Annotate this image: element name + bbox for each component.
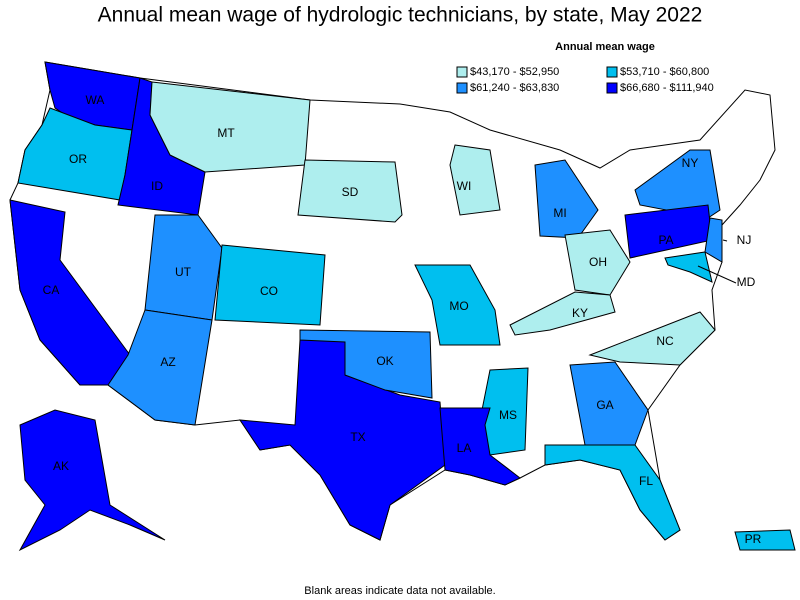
state-label: LA xyxy=(457,441,472,455)
legend-label: $66,680 - $111,940 xyxy=(620,82,714,94)
state-shape xyxy=(634,149,721,219)
state-shape xyxy=(214,244,326,326)
state-shape xyxy=(509,291,616,336)
state-label: MD xyxy=(737,275,756,289)
state-shape xyxy=(564,229,631,296)
legend-label: $43,170 - $52,950 xyxy=(470,66,559,78)
state-shape xyxy=(734,529,796,551)
state-shape xyxy=(534,159,599,239)
state-shape xyxy=(544,444,681,541)
legend-label: $61,240 - $63,830 xyxy=(470,82,559,94)
state-label: CO xyxy=(260,284,278,298)
state-label: WA xyxy=(86,93,105,107)
state-label: UT xyxy=(175,265,192,279)
leader-line xyxy=(697,265,737,284)
legend-swatch xyxy=(606,66,618,78)
state-shape xyxy=(149,81,311,173)
legend-title: Annual mean wage xyxy=(555,41,655,53)
state-label: FL xyxy=(639,474,653,488)
legend-swatch xyxy=(606,82,618,94)
state-shape xyxy=(299,329,433,399)
legend-label: $53,710 - $60,800 xyxy=(620,66,709,78)
state-label: PA xyxy=(658,233,673,247)
state-shape xyxy=(569,361,649,446)
state-shape xyxy=(144,214,223,321)
state-shape xyxy=(439,407,521,486)
legend-swatch xyxy=(456,82,468,94)
footnote: Blank areas indicate data not available. xyxy=(304,585,495,597)
state-label: NJ xyxy=(737,233,752,247)
state-label: MO xyxy=(449,299,468,313)
state-label: OR xyxy=(69,152,87,166)
state-label: CA xyxy=(43,283,60,297)
state-label: GA xyxy=(596,398,613,412)
state-label: ID xyxy=(151,179,163,193)
state-shape xyxy=(18,409,166,552)
state-shape xyxy=(107,309,213,426)
state-label: PR xyxy=(745,532,762,546)
state-label: WI xyxy=(457,179,472,193)
state-label: NY xyxy=(682,156,699,170)
state-shape xyxy=(297,159,403,223)
state-label: AZ xyxy=(160,355,175,369)
state-shape xyxy=(664,251,713,283)
state-shape xyxy=(704,217,723,263)
state-label: TX xyxy=(350,430,365,444)
state-label: SD xyxy=(342,185,359,199)
state-label: OH xyxy=(589,255,607,269)
state-label: MI xyxy=(553,206,566,220)
state-shape xyxy=(414,264,501,346)
map-title: Annual mean wage of hydrologic technicia… xyxy=(98,4,703,27)
state-shape xyxy=(449,144,501,216)
state-shape xyxy=(588,311,716,366)
state-label: MS xyxy=(499,408,517,422)
state-label: OK xyxy=(376,354,393,368)
leader-line xyxy=(722,239,728,242)
state-label: KY xyxy=(572,306,588,320)
state-label: MT xyxy=(217,126,235,140)
legend: $43,170 - $52,950 $53,710 - $60,800 $61,24… xyxy=(456,66,714,94)
states: WA OR ID MT SD WI MI OH KY NY PA NJ MD NC CA UT CO AZ TX OK… xyxy=(9,61,796,552)
legend-swatch xyxy=(456,66,468,78)
state-label: AK xyxy=(53,459,69,473)
state-label: NC xyxy=(656,334,674,348)
